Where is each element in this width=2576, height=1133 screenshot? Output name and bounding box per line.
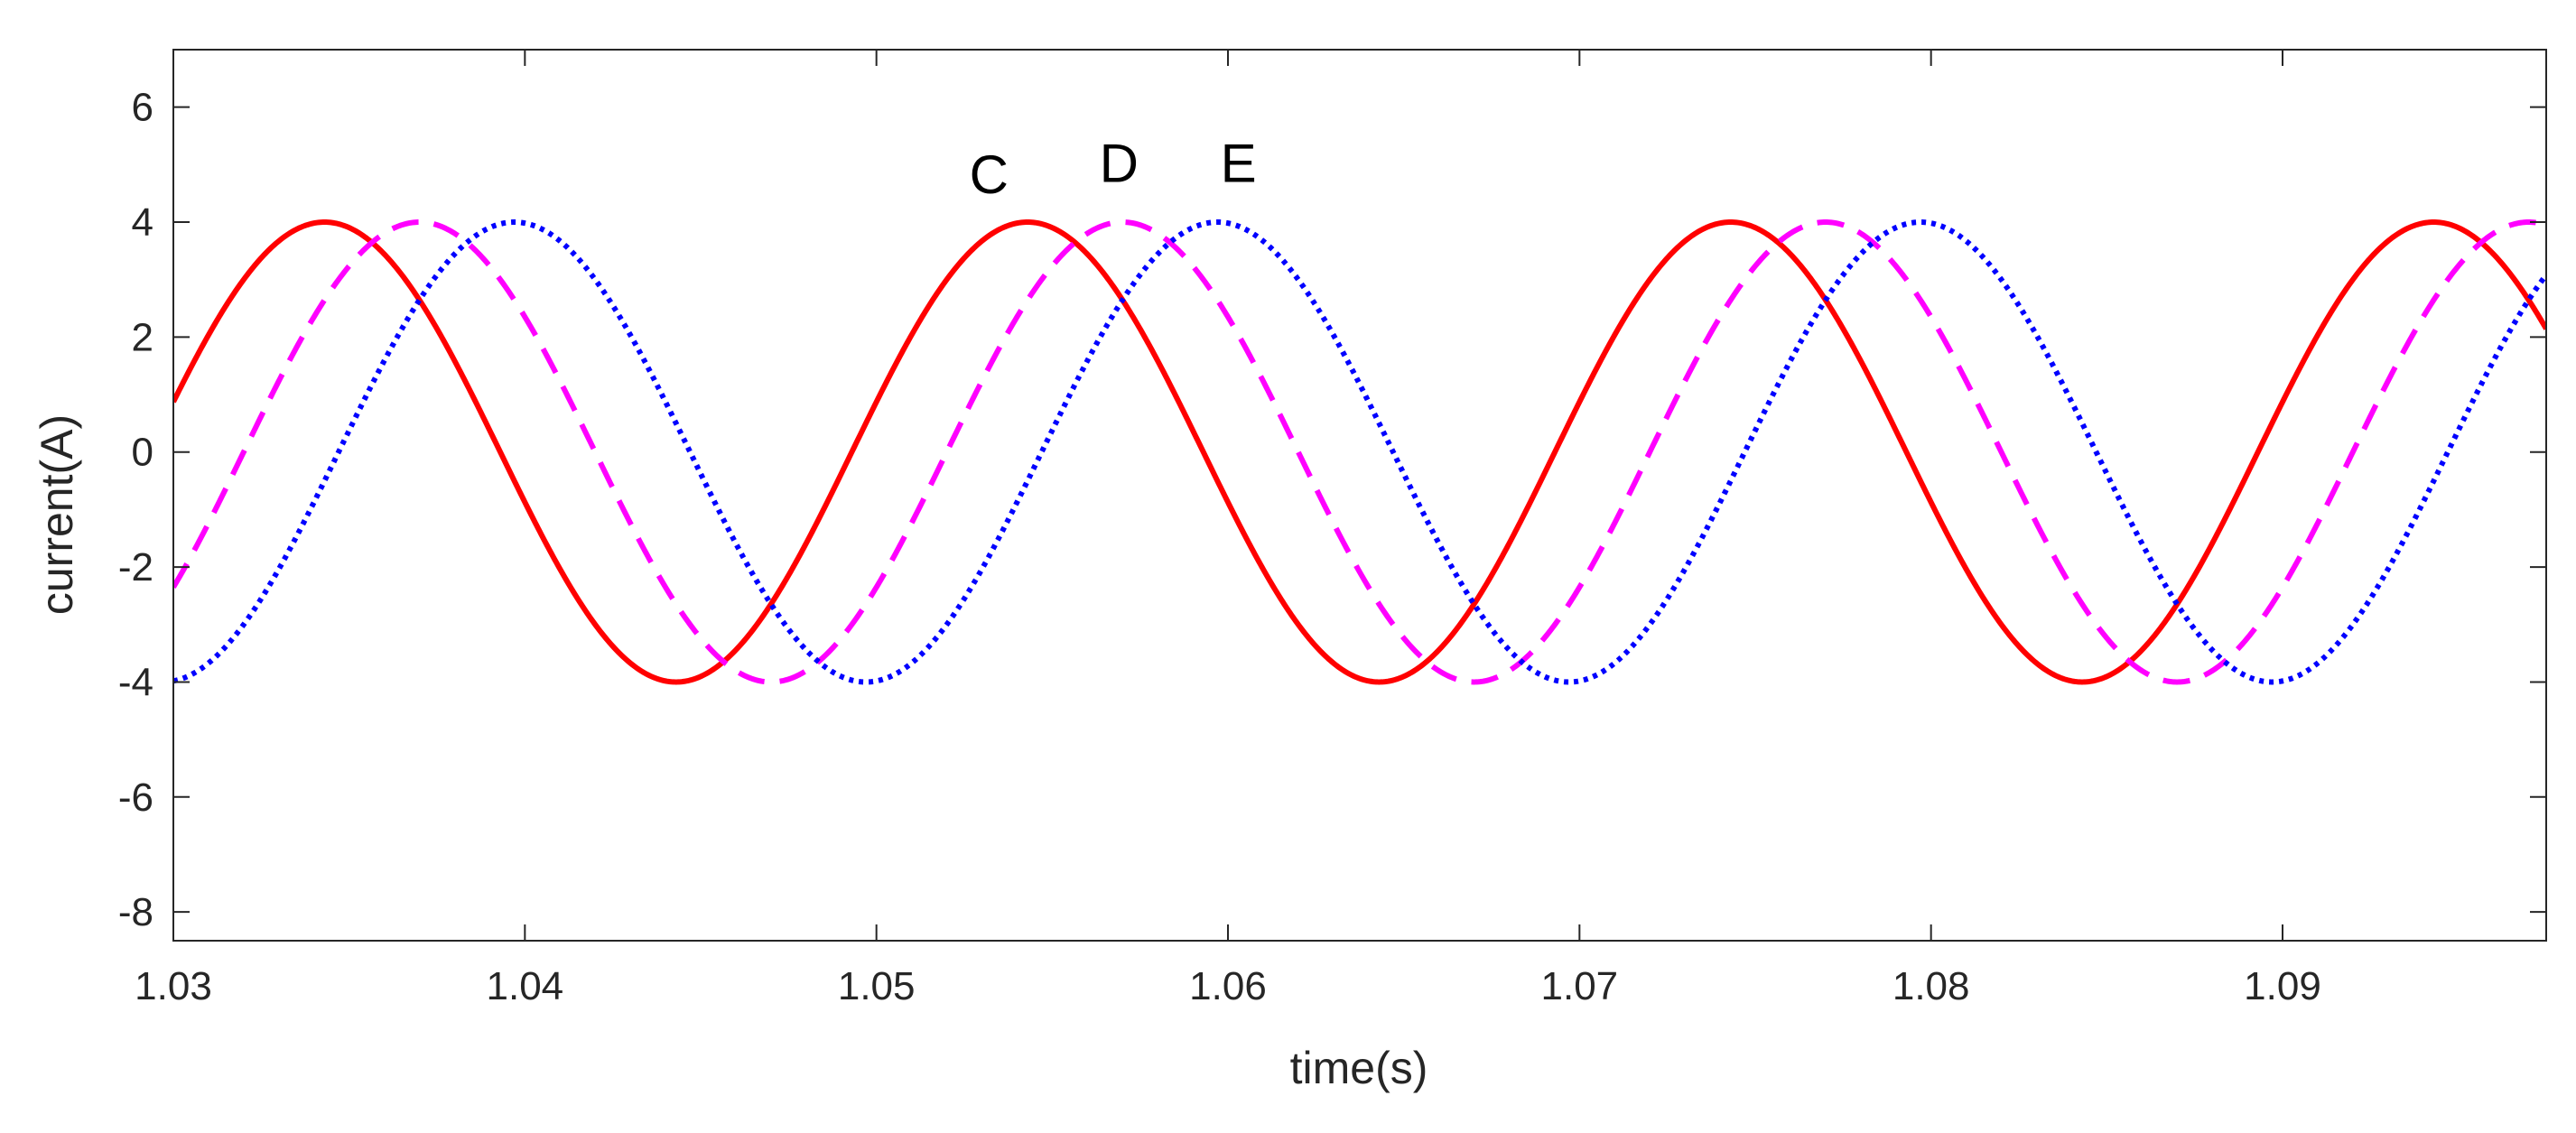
y-axis-title: current(A) — [32, 414, 82, 615]
y-tick-label: 2 — [132, 315, 153, 359]
series-line-e — [173, 219, 2546, 685]
series-line-d — [173, 219, 2546, 685]
x-tick-label: 1.03 — [135, 964, 212, 1008]
axes-layer — [172, 49, 2547, 942]
y-tick-label: 4 — [132, 200, 153, 245]
x-axis-title: time(s) — [1290, 1043, 1428, 1093]
annotation-label-d: D — [1100, 133, 1139, 193]
plot-frame — [172, 49, 2547, 942]
x-tick-label: 1.08 — [1892, 964, 1970, 1008]
x-tick-label: 1.07 — [1541, 964, 1619, 1008]
y-tick-label: 0 — [132, 431, 153, 475]
annotation-layer: C D E — [970, 133, 1257, 205]
x-tick-label: 1.04 — [487, 964, 564, 1008]
y-tick-label: -2 — [118, 545, 153, 590]
y-tick-label: -4 — [118, 660, 153, 704]
series-layer — [173, 219, 2546, 685]
x-tick-label: 1.05 — [838, 964, 916, 1008]
annotation-label-e: E — [1221, 133, 1257, 193]
annotation-label-c: C — [970, 144, 1009, 205]
ticks-layer: 1.03 1.04 1.05 1.06 1.07 1.08 1.09 6 4 2 0 -2 -4 -6 -8 — [118, 50, 2546, 1008]
y-tick-label: -8 — [118, 890, 153, 934]
x-tick-label: 1.06 — [1189, 964, 1267, 1008]
series-line-c — [173, 219, 2546, 685]
y-tick-label: -6 — [118, 775, 153, 820]
y-tick-label: 6 — [132, 86, 153, 130]
x-tick-label: 1.09 — [2244, 964, 2321, 1008]
